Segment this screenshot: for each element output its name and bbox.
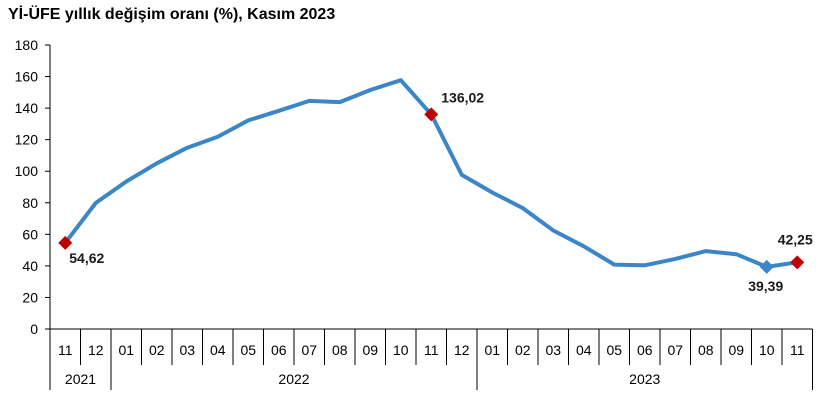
x-tick-label: 03 xyxy=(545,342,561,358)
x-tick-label: 02 xyxy=(149,342,165,358)
x-tick-label: 01 xyxy=(118,342,134,358)
data-point-marker xyxy=(759,259,774,274)
y-tick-label: 100 xyxy=(15,163,39,179)
data-point-marker xyxy=(790,255,805,270)
x-tick-label: 10 xyxy=(759,342,775,358)
x-tick-label: 05 xyxy=(606,342,622,358)
y-tick-label: 80 xyxy=(22,195,38,211)
x-tick-label: 06 xyxy=(637,342,653,358)
x-tick-label: 11 xyxy=(58,342,73,358)
data-point-marker xyxy=(424,107,439,122)
x-tick-label: 06 xyxy=(271,342,287,358)
y-tick-label: 120 xyxy=(15,132,39,148)
data-label: 54,62 xyxy=(69,250,104,266)
year-label: 2023 xyxy=(629,371,660,387)
x-tick-label: 12 xyxy=(88,342,104,358)
x-tick-label: 08 xyxy=(698,342,714,358)
chart-title: Yİ-ÜFE yıllık değişim oranı (%), Kasım 2… xyxy=(8,6,336,23)
data-label: 39,39 xyxy=(748,278,783,294)
x-tick-label: 08 xyxy=(332,342,348,358)
x-tick-label: 11 xyxy=(790,342,805,358)
y-tick-label: 40 xyxy=(22,258,38,274)
x-tick-label: 03 xyxy=(179,342,195,358)
x-tick-label: 01 xyxy=(484,342,500,358)
x-tick-label: 09 xyxy=(728,342,744,358)
data-label: 136,02 xyxy=(441,89,484,105)
x-tick-label: 10 xyxy=(393,342,409,358)
x-tick-label: 04 xyxy=(576,342,592,358)
x-tick-label: 12 xyxy=(454,342,470,358)
x-tick-label: 02 xyxy=(515,342,531,358)
x-tick-label: 11 xyxy=(424,342,439,358)
x-tick-label: 04 xyxy=(210,342,226,358)
data-label: 42,25 xyxy=(778,231,813,247)
y-tick-label: 160 xyxy=(15,69,39,85)
x-tick-label: 07 xyxy=(301,342,317,358)
x-tick-label: 05 xyxy=(240,342,256,358)
data-point-marker xyxy=(58,235,73,250)
y-tick-label: 140 xyxy=(15,100,39,116)
y-tick-label: 180 xyxy=(15,37,39,53)
y-tick-label: 20 xyxy=(22,289,38,305)
y-tick-label: 0 xyxy=(30,321,38,337)
year-label: 2022 xyxy=(278,371,309,387)
x-tick-label: 07 xyxy=(667,342,683,358)
y-tick-label: 60 xyxy=(22,226,38,242)
x-tick-label: 09 xyxy=(362,342,378,358)
year-label: 2021 xyxy=(65,371,96,387)
